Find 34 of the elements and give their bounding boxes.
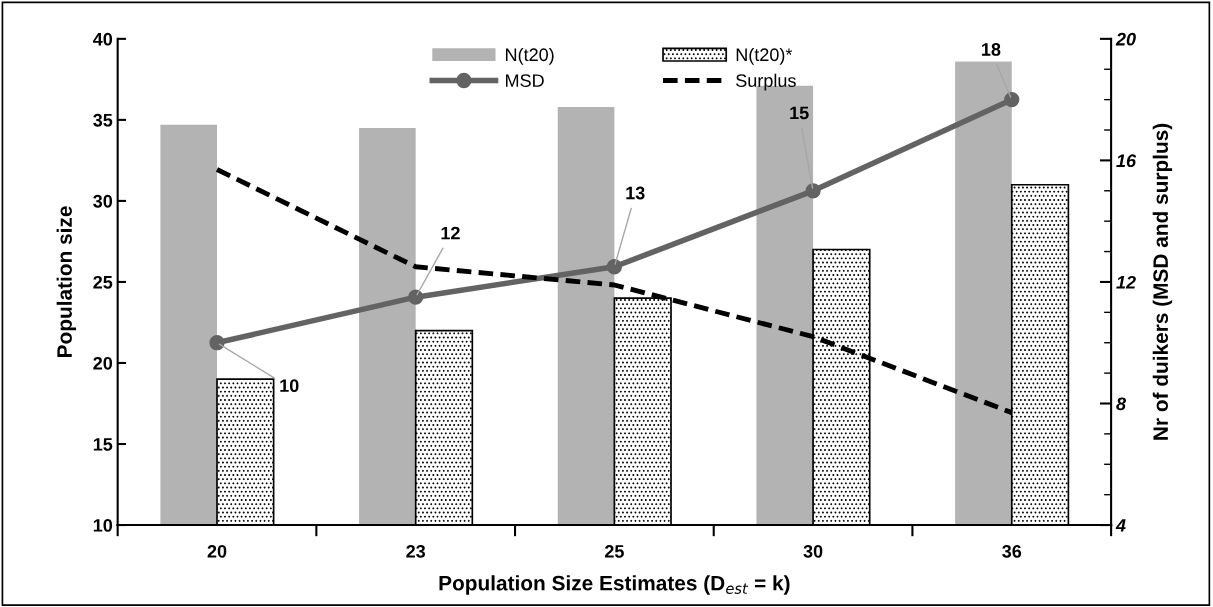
legend-label: N(t20)* <box>736 47 793 65</box>
x-tick-label: 23 <box>406 544 426 558</box>
y2-tick-label: 4 <box>1115 519 1126 532</box>
y-tick-label: 40 <box>92 32 113 46</box>
data-label: 12 <box>441 226 460 240</box>
point <box>209 335 225 351</box>
x-axis-title: Population Size Estimates (D$_{est}$ = k) <box>439 575 790 595</box>
y-tick-label: 15 <box>93 438 113 451</box>
y-axis-title: Population size <box>56 206 77 357</box>
legend-label: MSD <box>506 74 544 87</box>
point <box>606 259 623 275</box>
y2-tick-label: 16 <box>1116 154 1137 168</box>
point <box>1004 91 1020 108</box>
y-tick-label: 25 <box>93 275 113 289</box>
data-label: 13 <box>626 186 645 200</box>
y-tick-label: 30 <box>93 194 113 208</box>
point <box>805 183 821 199</box>
y2-tick-label: 12 <box>1116 275 1136 289</box>
y2-axis-title: Nr of duikers (MSD and surplus) <box>1152 123 1173 440</box>
y2-tick-label: 20 <box>1115 32 1136 46</box>
legend-label: Surplus <box>736 73 796 91</box>
legend-label: N(t20) <box>506 47 554 65</box>
x-tick-label: 20 <box>207 544 227 558</box>
data-label: 10 <box>280 379 299 393</box>
data-label: 18 <box>982 43 1001 56</box>
point <box>408 289 424 305</box>
y-tick-label: 20 <box>93 356 113 370</box>
x-tick-label: 30 <box>803 544 823 558</box>
y2-tick-label: 8 <box>1116 397 1126 411</box>
y-tick-label: 35 <box>93 113 113 127</box>
data-label: 15 <box>790 106 809 120</box>
x-tick-label: 36 <box>1002 544 1022 558</box>
y-tick-label: 10 <box>93 518 113 532</box>
x-tick-label: 25 <box>604 544 624 558</box>
